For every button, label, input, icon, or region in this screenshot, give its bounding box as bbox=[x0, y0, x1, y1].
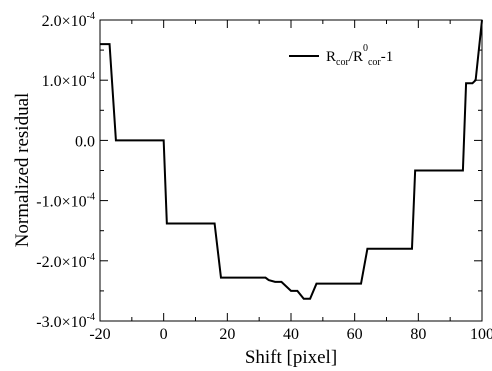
y-tick-label: 0.0 bbox=[75, 133, 95, 150]
y-tick-label: 2.0×10-4 bbox=[42, 11, 95, 30]
y-tick-mantissa: 0.0 bbox=[75, 133, 95, 150]
y-tick-label: -1.0×10-4 bbox=[36, 192, 95, 211]
series-group bbox=[100, 19, 483, 300]
legend: Rcor/R0cor-1 bbox=[289, 43, 393, 68]
x-tick-label: 0 bbox=[160, 326, 168, 343]
x-tick-label: -20 bbox=[89, 326, 110, 343]
x-tick-label: 40 bbox=[283, 326, 299, 343]
y-tick-exponent: -4 bbox=[87, 11, 95, 22]
y-axis-ticks: 2.0×10-4 1.0×10-4 0.0 -1.0×10-4 -2.0×10-4 -3.… bbox=[36, 11, 482, 331]
x-axis-ticks: -20 0 20 40 60 80 100 bbox=[89, 20, 492, 343]
y-tick-mantissa: 2.0 bbox=[42, 13, 62, 30]
x-tick-label: 80 bbox=[410, 326, 426, 343]
legend-label: Rcor/R0cor-1 bbox=[326, 43, 393, 68]
y-tick-mantissa: 1.0 bbox=[42, 73, 62, 90]
y-tick-mantissa: -3.0 bbox=[36, 314, 61, 331]
y-tick-exponent: -4 bbox=[87, 252, 95, 263]
y-tick-label: -2.0×10-4 bbox=[36, 252, 95, 271]
y-tick-mantissa: -2.0 bbox=[36, 254, 61, 271]
legend-label-part: /R bbox=[349, 49, 363, 65]
y-tick-exponent: -4 bbox=[87, 192, 95, 203]
x-tick-label: 100 bbox=[470, 326, 492, 343]
series-line bbox=[100, 19, 483, 300]
y-tick-label: 1.0×10-4 bbox=[42, 71, 95, 90]
y-tick-exponent: -4 bbox=[87, 71, 95, 82]
y-axis-label: Normalized residual bbox=[12, 93, 33, 248]
y-tick-exponent: -4 bbox=[87, 312, 95, 323]
x-tick-label: 20 bbox=[219, 326, 235, 343]
legend-label-part: -1 bbox=[381, 49, 394, 65]
x-axis-label: Shift [pixel] bbox=[245, 347, 337, 368]
y-tick-label: -3.0×10-4 bbox=[36, 312, 95, 331]
legend-label-part: R bbox=[326, 49, 336, 65]
y-tick-mantissa: -1.0 bbox=[36, 194, 61, 211]
x-tick-label: 60 bbox=[347, 326, 363, 343]
legend-label-part: 0 bbox=[363, 43, 368, 54]
legend-label-part: cor bbox=[336, 57, 349, 68]
legend-label-part: cor bbox=[368, 57, 381, 68]
